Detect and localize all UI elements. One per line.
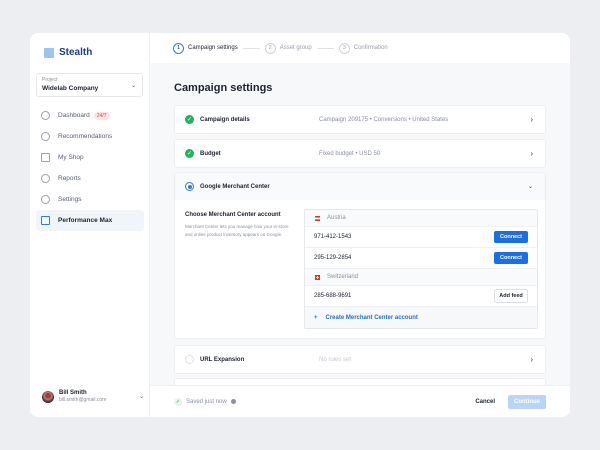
sidebar-item-label: My Shop: [58, 154, 84, 161]
step-label: Asset group: [279, 45, 312, 51]
merchant-center-header[interactable]: Google Merchant Center ⌄: [175, 173, 545, 200]
section-meta: No rules set: [319, 356, 352, 363]
create-account-button[interactable]: + Create Merchant Center account: [305, 307, 537, 328]
sidebar-item-performance-max[interactable]: Performance Max: [36, 210, 144, 231]
info-icon[interactable]: [230, 399, 236, 404]
section-meta: Fixed budget • USD 50: [319, 150, 381, 157]
list-item: 285-688-9691 Add feed: [305, 286, 537, 307]
save-status: ✓ Saved just now: [174, 397, 236, 406]
avatar: [42, 390, 54, 403]
step-label: Confirmation: [353, 45, 388, 51]
account-id: 285-688-9691: [314, 293, 352, 299]
continue-button[interactable]: Continue: [508, 394, 546, 409]
country-header-switzerland: Switzerland: [305, 269, 537, 286]
list-item: 971-412-1543 Connect: [305, 227, 537, 248]
lightbulb-icon: [41, 132, 50, 141]
step-asset-group[interactable]: 2 Asset group: [264, 42, 312, 54]
folder-icon: [41, 153, 50, 162]
user-menu[interactable]: Bill Smith bill.smith@gmail.com ⌄: [42, 389, 144, 404]
section-meta: Campaign 209175 • Conversions • United S…: [319, 116, 449, 123]
sidebar-item-settings[interactable]: Settings: [36, 189, 144, 210]
account-id: 971-412-1543: [314, 234, 352, 240]
chevron-down-icon: ⌄: [527, 184, 533, 190]
create-account-label: Create Merchant Center account: [325, 314, 418, 321]
country-name: Switzerland: [327, 274, 359, 280]
chevron-right-icon: ›: [530, 149, 533, 158]
country-name: Austria: [327, 215, 346, 221]
status-badge: 24/7: [93, 111, 110, 120]
sidebar-item-label: Dashboard: [58, 112, 90, 119]
section-title: Budget: [200, 150, 221, 157]
sidebar-item-label: Reports: [58, 175, 81, 182]
austria-flag-icon: [315, 215, 320, 221]
sidebar-item-label: Settings: [58, 196, 82, 203]
step-divider: [242, 47, 260, 49]
budget-section[interactable]: ✓ Budget Fixed budget • USD 50 ›: [174, 139, 546, 168]
url-expansion-section[interactable]: URL Expansion No rules set ›: [174, 345, 546, 374]
user-name: Bill Smith: [59, 390, 87, 396]
sidebar-nav: Dashboard 24/7 Recommendations My Shop Re…: [36, 105, 144, 231]
sidebar-item-reports[interactable]: Reports: [36, 168, 144, 189]
reports-icon: [41, 174, 50, 183]
step-campaign-settings[interactable]: 1 Campaign settings: [173, 42, 238, 54]
sidebar-item-label: Recommendations: [58, 133, 113, 140]
plus-icon: +: [314, 314, 318, 321]
section-description: Merchant Center lets you manage how your…: [185, 224, 289, 237]
user-email: bill.smith@gmail.com: [59, 397, 107, 403]
check-icon: ✓: [185, 149, 194, 158]
step-number: 2: [264, 42, 276, 54]
sidebar-item-my-shop[interactable]: My Shop: [36, 147, 144, 168]
add-feed-button[interactable]: Add feed: [494, 289, 528, 303]
campaign-details-section[interactable]: ✓ Campaign details Campaign 209175 • Conve…: [174, 105, 546, 134]
check-icon: ✓: [174, 397, 182, 406]
stepper: 1 Campaign settings 2 Asset group 3 Confirm…: [150, 33, 570, 63]
sidebar-item-recommendations[interactable]: Recommendations: [36, 126, 144, 147]
logo: Stealth: [44, 47, 92, 58]
merchant-center-section: Google Merchant Center ⌄ Choose Merchant …: [174, 172, 546, 339]
project-selector[interactable]: Project Widelab Company ⌄: [36, 73, 143, 97]
account-id: 295-129-2854: [314, 255, 352, 261]
sidebar-item-dashboard[interactable]: Dashboard 24/7: [36, 105, 144, 126]
gear-icon: [41, 195, 50, 204]
save-status-text: Saved just now: [186, 398, 227, 405]
brand-name: Stealth: [59, 47, 93, 58]
switzerland-flag-icon: [315, 274, 320, 280]
section-title: Google Merchant Center: [200, 183, 270, 190]
sidebar: Stealth Project Widelab Company ⌄ Dashbo…: [30, 33, 150, 417]
merchant-account-list: Austria 971-412-1543 Connect 295-129-2854…: [304, 209, 538, 329]
connect-button[interactable]: Connect: [494, 252, 528, 264]
section-title: Campaign details: [200, 116, 250, 123]
section-title: URL Expansion: [200, 356, 245, 363]
step-number: 3: [338, 42, 350, 54]
step-divider: [316, 47, 334, 49]
logo-icon: [44, 47, 54, 58]
briefcase-icon: [41, 216, 50, 225]
page-title: Campaign settings: [174, 82, 273, 94]
sidebar-item-label: Performance Max: [58, 217, 113, 224]
list-item: 295-129-2854 Connect: [305, 248, 537, 269]
connect-button[interactable]: Connect: [494, 231, 528, 243]
cancel-button[interactable]: Cancel: [475, 398, 495, 405]
chevron-down-icon: ⌄: [138, 394, 144, 400]
check-icon: ✓: [185, 115, 194, 124]
radio-icon: [185, 355, 194, 364]
section-subtitle: Choose Merchant Center account: [185, 212, 281, 218]
step-number: 1: [173, 42, 184, 54]
footer-bar: ✓ Saved just now Cancel Continue: [150, 385, 570, 417]
chevron-down-icon: ⌄: [130, 83, 136, 89]
project-value: Widelab Company: [42, 85, 99, 92]
radio-icon: [185, 182, 194, 191]
step-confirmation[interactable]: 3 Confirmation: [338, 42, 388, 54]
project-label: Project: [42, 77, 58, 83]
country-header-austria: Austria: [305, 210, 537, 227]
step-label: Campaign settings: [188, 45, 238, 51]
dashboard-icon: [41, 111, 50, 120]
chevron-right-icon: ›: [530, 355, 533, 364]
chevron-right-icon: ›: [530, 115, 533, 124]
